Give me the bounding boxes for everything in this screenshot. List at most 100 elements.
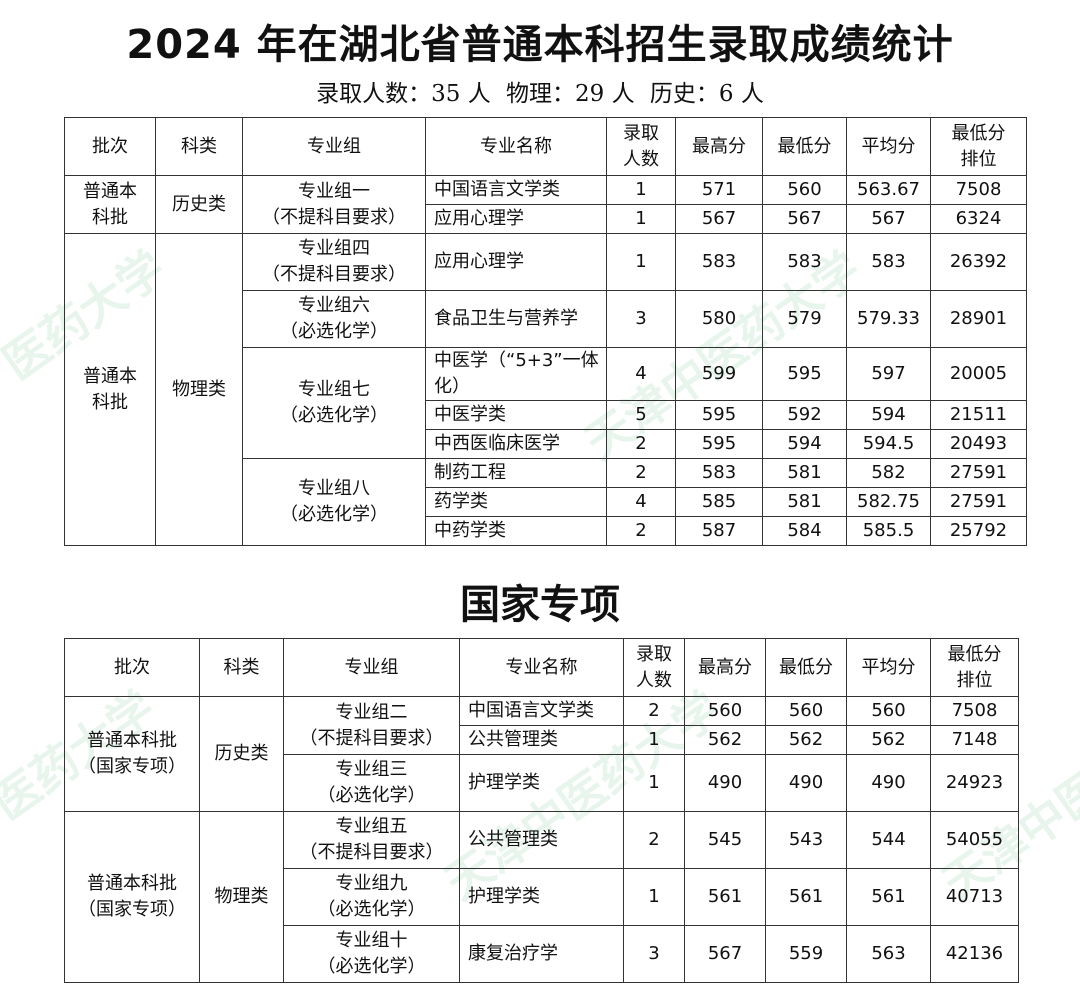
avg-cell: 583 [846, 233, 931, 291]
min-cell: 592 [762, 400, 847, 430]
table-row: 公共管理类 1 562 562 562 7148 [65, 725, 1019, 755]
column-header: 最低分 [765, 638, 847, 697]
max-cell: 595 [675, 429, 763, 459]
batch-cell: 普通本科批 （国家专项） [64, 811, 200, 983]
avg-cell: 563.67 [846, 175, 931, 205]
category-cell: 历史类 [199, 696, 284, 812]
count-cell: 2 [606, 516, 676, 546]
table-row: 专业组八 （必选化学） 制药工程 2 583 581 582 27591 [65, 458, 1027, 546]
avg-cell: 561 [846, 868, 931, 926]
rank-cell: 54055 [930, 811, 1019, 869]
column-header: 专业组 [283, 638, 460, 697]
max-cell: 580 [675, 290, 763, 348]
rank-cell: 26392 [930, 233, 1027, 291]
rank-cell: 20493 [930, 429, 1027, 459]
count-cell: 1 [623, 754, 685, 812]
major-name-cell: 中药学类 [425, 516, 607, 546]
batch-cell: 普通本科批 （国家专项） [64, 696, 200, 812]
table-row: 普通本科批 （国家专项） 物理类 专业组五 （不提科目要求） 公共管理类 2 545 543… [64, 811, 1019, 983]
column-header: 专业组 [242, 117, 426, 176]
table-row: 中西医临床医学 2 595 594 594.5 20493 [65, 429, 1027, 459]
max-cell: 545 [684, 811, 766, 869]
rank-cell: 7148 [930, 725, 1019, 755]
table-row: 专业组六 （必选化学） 食品卫生与营养学 3 580 579 579.33 28901 [65, 290, 1027, 348]
max-cell: 583 [675, 233, 763, 291]
avg-cell: 544 [846, 811, 931, 869]
major-name-cell: 药学类 [425, 487, 607, 517]
count-cell: 2 [606, 429, 676, 459]
table-row: 专业组十 （必选化学） 康复治疗学 3 567 559 563 42136 [65, 925, 1019, 983]
major-name-cell: 中国语言文学类 [425, 175, 607, 205]
count-cell: 1 [606, 175, 676, 205]
max-cell: 567 [684, 925, 766, 983]
rank-cell: 6324 [930, 204, 1027, 234]
major-name-cell: 中医学（“5+3”一体化） [425, 347, 607, 401]
rank-cell: 27591 [930, 458, 1027, 488]
min-cell: 567 [762, 204, 847, 234]
column-header: 最低分 排位 [930, 117, 1027, 176]
rank-cell: 40713 [930, 868, 1019, 926]
table-row: 普通本 科批 历史类 专业组一 （不提科目要求） 中国语言文学类 1 571 560 563.… [64, 175, 1027, 234]
count-cell: 3 [623, 925, 685, 983]
count-cell: 1 [623, 725, 685, 755]
column-header: 批次 [64, 638, 200, 697]
min-cell: 579 [762, 290, 847, 348]
major-name-cell: 应用心理学 [425, 204, 607, 234]
min-cell: 562 [765, 725, 847, 755]
column-header: 专业名称 [425, 117, 607, 176]
avg-cell: 579.33 [846, 290, 931, 348]
rank-cell: 42136 [930, 925, 1019, 983]
major-name-cell: 制药工程 [425, 458, 607, 488]
table-row: 中医学类 5 595 592 594 21511 [65, 400, 1027, 430]
major-name-cell: 中国语言文学类 [459, 696, 624, 726]
table-row: 应用心理学 1 567 567 567 6324 [65, 204, 1027, 234]
count-cell: 4 [606, 347, 676, 401]
max-cell: 595 [675, 400, 763, 430]
column-header: 科类 [155, 117, 243, 176]
major-group-cell: 专业组三 （必选化学） [283, 754, 460, 812]
count-cell: 1 [623, 868, 685, 926]
rank-cell: 27591 [930, 487, 1027, 517]
general-admission-table: 批次 科类 专业组 专业名称 录取 人数 最高分 最低分 平均分 最低分 排位 普通本 科批 历史… [64, 117, 1027, 546]
rank-cell: 7508 [930, 175, 1027, 205]
category-cell: 物理类 [155, 233, 243, 546]
admission-summary: 录取人数：35 人 物理：29 人 历史：6 人 [0, 74, 1080, 108]
column-header: 最低分 [762, 117, 847, 176]
rank-cell: 21511 [930, 400, 1027, 430]
major-group-cell: 专业组九 （必选化学） [283, 868, 460, 926]
major-group-cell: 专业组八 （必选化学） [242, 458, 426, 546]
max-cell: 583 [675, 458, 763, 488]
min-cell: 561 [765, 868, 847, 926]
summary-total: 录取人数：35 人 [316, 81, 491, 107]
avg-cell: 594 [846, 400, 931, 430]
major-group-cell: 专业组五 （不提科目要求） [283, 811, 460, 869]
avg-cell: 560 [846, 696, 931, 726]
major-name-cell: 公共管理类 [459, 811, 624, 869]
major-group-cell: 专业组一 （不提科目要求） [242, 175, 426, 234]
table-row: 专业组七 （必选化学） 中医学（“5+3”一体化） 4 599 595 597 20005 [65, 347, 1027, 459]
column-header: 录取 人数 [623, 638, 685, 697]
max-cell: 599 [675, 347, 763, 401]
avg-cell: 582 [846, 458, 931, 488]
max-cell: 490 [684, 754, 766, 812]
column-header: 批次 [64, 117, 156, 176]
table-header-row: 批次 科类 专业组 专业名称 录取 人数 最高分 最低分 平均分 最低分 排位 [64, 638, 1019, 697]
summary-history: 历史：6 人 [649, 81, 764, 107]
min-cell: 560 [762, 175, 847, 205]
avg-cell: 582.75 [846, 487, 931, 517]
table-row: 中药学类 2 587 584 585.5 25792 [65, 516, 1027, 546]
avg-cell: 585.5 [846, 516, 931, 546]
count-cell: 1 [606, 233, 676, 291]
min-cell: 543 [765, 811, 847, 869]
column-header: 录取 人数 [606, 117, 676, 176]
major-name-cell: 康复治疗学 [459, 925, 624, 983]
avg-cell: 562 [846, 725, 931, 755]
max-cell: 560 [684, 696, 766, 726]
category-cell: 历史类 [155, 175, 243, 234]
count-cell: 2 [606, 458, 676, 488]
avg-cell: 563 [846, 925, 931, 983]
max-cell: 562 [684, 725, 766, 755]
table-header-row: 批次 科类 专业组 专业名称 录取 人数 最高分 最低分 平均分 最低分 排位 [64, 117, 1027, 176]
major-name-cell: 公共管理类 [459, 725, 624, 755]
count-cell: 3 [606, 290, 676, 348]
